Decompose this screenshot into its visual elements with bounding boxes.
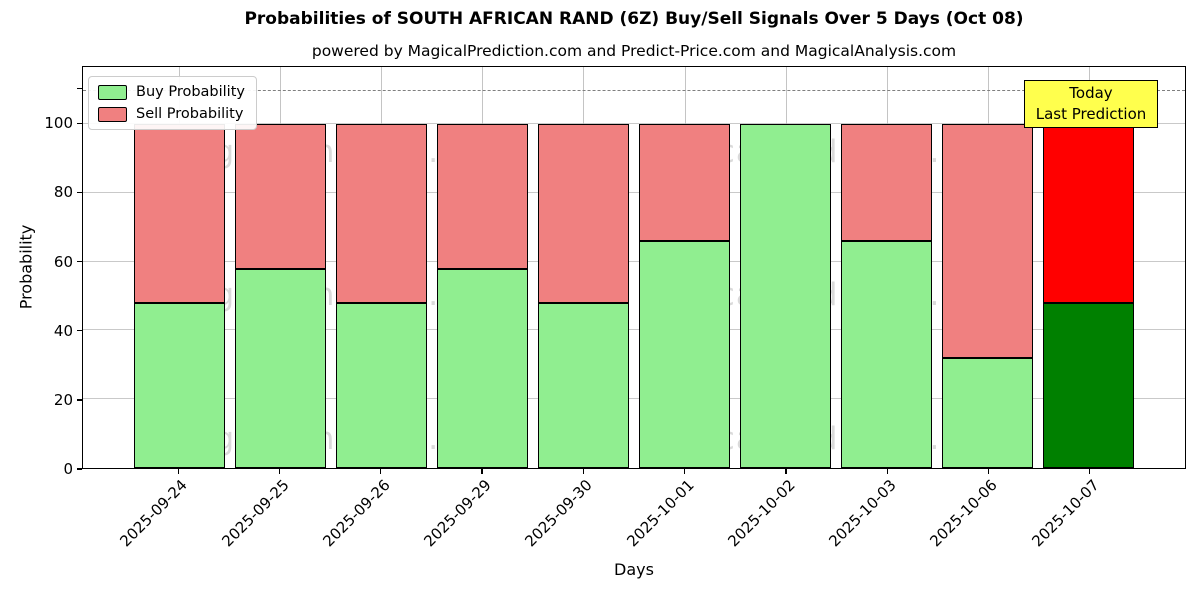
bar-sell-segment	[639, 124, 731, 242]
x-tick-mark	[987, 469, 990, 474]
x-tick-label: 2025-09-30	[521, 476, 597, 551]
bar-sell-segment	[537, 124, 629, 303]
x-tick-mark	[380, 469, 382, 474]
y-tick-label: 60	[53, 252, 73, 271]
bar-buy-segment	[234, 268, 326, 468]
horizontal-gridline	[83, 123, 1185, 125]
chart-title: Probabilities of SOUTH AFRICAN RAND (6Z)…	[244, 9, 1024, 29]
dashed-reference-line	[83, 89, 1185, 91]
bar-buy-segment	[740, 124, 832, 468]
x-tick-mark	[481, 469, 483, 474]
x-tick-mark	[1089, 469, 1091, 474]
chart-subtitle: powered by MagicalPrediction.com and Pre…	[311, 42, 957, 60]
plot-area: MagicalAnalysis.comMagicalPrediction.com…	[82, 66, 1186, 469]
x-tick-label: 2025-10-06	[926, 476, 1002, 551]
x-tick-label: 2025-10-02	[724, 476, 799, 551]
bar-sell-segment	[841, 124, 933, 242]
x-tick-label: 2025-10-07	[1028, 476, 1103, 551]
bar-buy-segment	[1043, 302, 1135, 468]
x-tick-label: 2025-10-01	[622, 476, 698, 551]
bar-sell-segment	[436, 124, 528, 269]
x-tick-mark	[886, 469, 888, 474]
y-tick-label: 20	[53, 390, 73, 409]
y-tick-label: 40	[53, 321, 73, 340]
bar-sell-segment	[942, 124, 1034, 358]
bar-buy-segment	[335, 302, 427, 468]
y-tick-label: 80	[53, 183, 73, 202]
bar-sell-segment	[1043, 124, 1135, 303]
bar-sell-segment	[335, 124, 427, 303]
bar-sell-segment	[234, 124, 326, 269]
bar-buy-segment	[436, 268, 528, 468]
bar-buy-segment	[133, 302, 225, 468]
y-tick-label: 0	[63, 460, 73, 478]
bar-buy-segment	[639, 241, 731, 468]
bar-buy-segment	[841, 241, 933, 468]
x-tick-label: 2025-09-24	[116, 476, 191, 551]
bar-buy-segment	[942, 357, 1034, 468]
horizontal-gridline	[83, 191, 1185, 193]
x-tick-label: 2025-10-03	[825, 476, 900, 551]
x-axis-label: Days	[614, 560, 654, 579]
horizontal-gridline	[83, 260, 1185, 262]
x-tick-label: 2025-09-26	[319, 476, 394, 551]
x-tick-mark	[177, 469, 179, 474]
horizontal-gridline	[83, 329, 1185, 331]
bar-sell-segment	[133, 124, 225, 303]
y-tick-label: 100	[44, 114, 73, 133]
x-tick-mark	[785, 469, 787, 474]
x-tick-mark	[278, 469, 281, 474]
y-axis-label: Probability	[16, 224, 36, 310]
x-tick-label: 2025-09-25	[217, 476, 293, 551]
bar-buy-segment	[537, 302, 629, 468]
x-tick-mark	[683, 469, 686, 474]
x-tick-mark	[582, 469, 584, 474]
horizontal-gridline	[83, 398, 1185, 400]
x-tick-label: 2025-09-29	[420, 476, 495, 551]
